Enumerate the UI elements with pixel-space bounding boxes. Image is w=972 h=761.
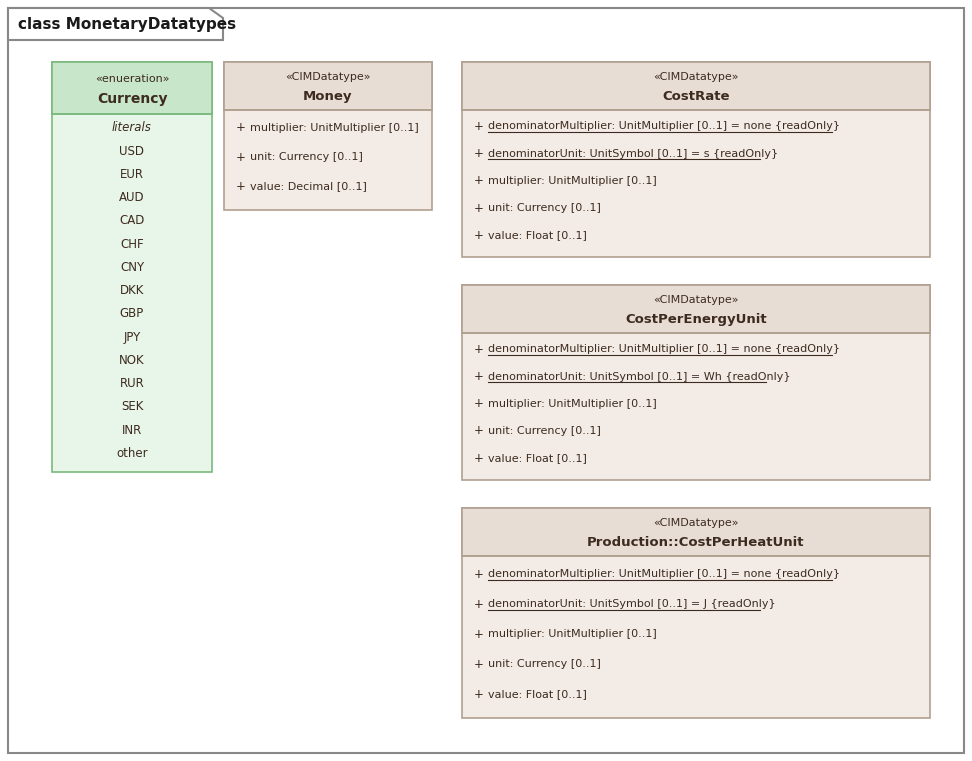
- Text: JPY: JPY: [123, 331, 141, 344]
- Text: denominatorUnit: UnitSymbol [0..1] = s {readOnly}: denominatorUnit: UnitSymbol [0..1] = s {…: [488, 148, 779, 158]
- Text: +: +: [474, 597, 484, 610]
- Text: +: +: [474, 174, 484, 187]
- Text: «CIMDatatype»: «CIMDatatype»: [285, 72, 370, 82]
- Text: unit: Currency [0..1]: unit: Currency [0..1]: [488, 203, 601, 213]
- Text: value: Float [0..1]: value: Float [0..1]: [488, 231, 587, 240]
- Text: denominatorMultiplier: UnitMultiplier [0..1] = none {readOnly}: denominatorMultiplier: UnitMultiplier [0…: [488, 121, 840, 132]
- Text: +: +: [474, 687, 484, 700]
- Text: +: +: [236, 180, 246, 193]
- FancyBboxPatch shape: [462, 285, 930, 333]
- Text: DKK: DKK: [120, 284, 144, 298]
- Text: Currency: Currency: [97, 92, 167, 107]
- FancyBboxPatch shape: [224, 62, 432, 110]
- Text: class MonetaryDatatypes: class MonetaryDatatypes: [18, 17, 236, 31]
- Text: unit: Currency [0..1]: unit: Currency [0..1]: [488, 426, 601, 436]
- FancyBboxPatch shape: [52, 62, 212, 472]
- FancyBboxPatch shape: [462, 62, 930, 110]
- Text: +: +: [474, 397, 484, 410]
- Text: CHF: CHF: [121, 237, 144, 250]
- Text: CostPerEnergyUnit: CostPerEnergyUnit: [625, 313, 767, 326]
- Text: +: +: [474, 658, 484, 670]
- Text: value: Decimal [0..1]: value: Decimal [0..1]: [250, 181, 366, 192]
- FancyBboxPatch shape: [462, 508, 930, 718]
- Text: EUR: EUR: [120, 168, 144, 181]
- Text: AUD: AUD: [120, 191, 145, 204]
- FancyBboxPatch shape: [8, 8, 964, 753]
- Text: SEK: SEK: [121, 400, 143, 413]
- Text: multiplier: UnitMultiplier [0..1]: multiplier: UnitMultiplier [0..1]: [488, 399, 657, 409]
- Text: +: +: [474, 147, 484, 160]
- Text: +: +: [474, 425, 484, 438]
- Text: denominatorMultiplier: UnitMultiplier [0..1] = none {readOnly}: denominatorMultiplier: UnitMultiplier [0…: [488, 569, 840, 579]
- Text: +: +: [474, 452, 484, 465]
- FancyBboxPatch shape: [462, 285, 930, 480]
- Text: denominatorUnit: UnitSymbol [0..1] = Wh {readOnly}: denominatorUnit: UnitSymbol [0..1] = Wh …: [488, 371, 790, 381]
- Text: Production::CostPerHeatUnit: Production::CostPerHeatUnit: [587, 536, 805, 549]
- Text: +: +: [236, 151, 246, 164]
- Text: INR: INR: [122, 424, 142, 437]
- Text: denominatorMultiplier: UnitMultiplier [0..1] = none {readOnly}: denominatorMultiplier: UnitMultiplier [0…: [488, 344, 840, 355]
- Text: «CIMDatatype»: «CIMDatatype»: [653, 518, 739, 528]
- Text: +: +: [474, 119, 484, 133]
- Text: USD: USD: [120, 145, 145, 158]
- Text: «enueration»: «enueration»: [94, 74, 169, 84]
- Text: +: +: [474, 343, 484, 356]
- Text: CNY: CNY: [120, 261, 144, 274]
- Text: other: other: [117, 447, 148, 460]
- Polygon shape: [8, 8, 223, 40]
- Text: +: +: [236, 121, 246, 134]
- Text: +: +: [474, 370, 484, 383]
- Text: CostRate: CostRate: [662, 90, 730, 103]
- Text: +: +: [474, 568, 484, 581]
- Text: multiplier: UnitMultiplier [0..1]: multiplier: UnitMultiplier [0..1]: [488, 629, 657, 639]
- Text: «CIMDatatype»: «CIMDatatype»: [653, 295, 739, 305]
- FancyBboxPatch shape: [52, 62, 212, 114]
- FancyBboxPatch shape: [462, 508, 930, 556]
- Text: value: Float [0..1]: value: Float [0..1]: [488, 689, 587, 699]
- Text: multiplier: UnitMultiplier [0..1]: multiplier: UnitMultiplier [0..1]: [250, 123, 419, 132]
- Text: denominatorUnit: UnitSymbol [0..1] = J {readOnly}: denominatorUnit: UnitSymbol [0..1] = J {…: [488, 599, 776, 609]
- Text: value: Float [0..1]: value: Float [0..1]: [488, 454, 587, 463]
- Text: +: +: [474, 628, 484, 641]
- Text: +: +: [474, 202, 484, 215]
- FancyBboxPatch shape: [462, 62, 930, 257]
- Text: multiplier: UnitMultiplier [0..1]: multiplier: UnitMultiplier [0..1]: [488, 176, 657, 186]
- Text: literals: literals: [112, 122, 152, 135]
- Text: Money: Money: [303, 90, 353, 103]
- Text: NOK: NOK: [120, 354, 145, 367]
- Text: «CIMDatatype»: «CIMDatatype»: [653, 72, 739, 82]
- FancyBboxPatch shape: [224, 62, 432, 210]
- Text: unit: Currency [0..1]: unit: Currency [0..1]: [488, 659, 601, 669]
- Text: GBP: GBP: [120, 307, 144, 320]
- Text: +: +: [474, 229, 484, 242]
- Text: CAD: CAD: [120, 215, 145, 228]
- Text: unit: Currency [0..1]: unit: Currency [0..1]: [250, 152, 363, 162]
- Text: RUR: RUR: [120, 377, 145, 390]
